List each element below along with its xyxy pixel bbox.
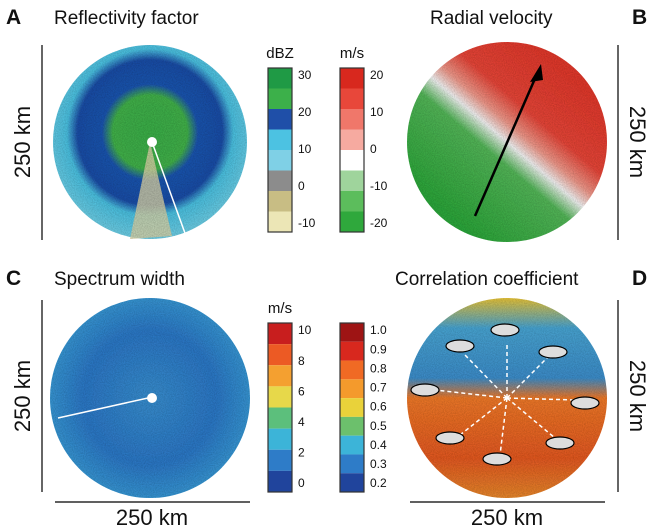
color-swatch — [340, 398, 364, 417]
figure: A Reflectivity factor 250 km B Radial ve… — [0, 0, 657, 529]
color-swatch — [268, 130, 292, 151]
color-swatch — [268, 191, 292, 212]
color-swatch — [340, 361, 364, 380]
panel-letter: D — [632, 267, 647, 290]
colorbar-tick-label: 0.4 — [370, 438, 387, 452]
color-swatch — [268, 89, 292, 110]
color-swatch — [268, 150, 292, 171]
colorbar-unit: m/s — [340, 45, 364, 62]
panel-title: Correlation coefficient — [395, 269, 579, 290]
color-swatch — [268, 212, 292, 233]
scale-label: 250 km — [10, 106, 35, 178]
colorbar-tick-label: 10 — [298, 323, 312, 337]
panel-title: Reflectivity factor — [54, 8, 199, 29]
color-swatch — [268, 171, 292, 192]
color-swatch — [268, 471, 292, 492]
color-swatch — [340, 191, 364, 212]
color-swatch — [340, 89, 364, 110]
color-swatch — [340, 212, 364, 233]
color-swatch — [340, 454, 364, 473]
colorbar-tick-label: 20 — [298, 105, 312, 119]
colorbar-tick-label: 0 — [370, 142, 377, 156]
colorbar-tick-label: 1.0 — [370, 323, 387, 337]
color-swatch — [340, 342, 364, 361]
panel-letter: B — [632, 6, 647, 29]
panel-letter: C — [6, 267, 21, 290]
scale-label: 250 km — [625, 360, 650, 432]
color-swatch — [268, 323, 292, 344]
colorbar-tick-label: 0 — [298, 476, 305, 490]
colorbar-tick-label: 0.9 — [370, 342, 387, 356]
color-swatch — [268, 365, 292, 386]
colorbar-tick-label: 0.6 — [370, 400, 387, 414]
colorbar-tick-label: 8 — [298, 354, 305, 368]
color-swatch — [340, 171, 364, 192]
color-swatch — [340, 323, 364, 342]
color-swatch — [268, 408, 292, 429]
scale-label: 250 km — [116, 505, 188, 529]
colorbar-tick-label: 30 — [298, 68, 312, 82]
scale-label: 250 km — [10, 360, 35, 432]
color-swatch — [268, 344, 292, 365]
panel-letter: A — [6, 6, 21, 29]
scale-label: 250 km — [625, 106, 650, 178]
color-swatch — [340, 417, 364, 436]
color-swatch — [340, 436, 364, 455]
colorbar-tick-label: 20 — [370, 68, 384, 82]
color-swatch — [340, 379, 364, 398]
colorbar-tick-label: -10 — [298, 216, 316, 230]
colorbar-tick-label: 0.3 — [370, 457, 387, 471]
colorbar-unit: m/s — [268, 300, 292, 317]
colorbar-tick-label: 6 — [298, 384, 305, 398]
color-swatch — [268, 450, 292, 471]
color-swatch — [268, 429, 292, 450]
colorbar-tick-label: -10 — [370, 179, 388, 193]
colorbar-tick-label: -20 — [370, 216, 388, 230]
color-swatch — [268, 386, 292, 407]
scale-label: 250 km — [471, 505, 543, 529]
colorbar-tick-label: 0 — [298, 179, 305, 193]
color-swatch — [268, 109, 292, 130]
colorbar-tick-label: 4 — [298, 415, 305, 429]
color-swatch — [340, 130, 364, 151]
colorbar-tick-label: 10 — [298, 142, 312, 156]
panel-title: Spectrum width — [54, 269, 185, 290]
colorbar-unit: dBZ — [266, 45, 294, 62]
panel-title: Radial velocity — [430, 8, 553, 29]
color-swatch — [340, 150, 364, 171]
colorbar-tick-label: 0.2 — [370, 476, 387, 490]
color-swatch — [340, 473, 364, 492]
colorbar-tick-label: 0.5 — [370, 419, 387, 433]
radar-site — [147, 393, 157, 403]
colorbar-tick-label: 2 — [298, 446, 305, 460]
color-swatch — [268, 68, 292, 89]
color-swatch — [340, 68, 364, 89]
color-swatch — [340, 109, 364, 130]
colorbar-tick-label: 10 — [370, 105, 384, 119]
colorbar-tick-label: 0.7 — [370, 381, 387, 395]
colorbar-tick-label: 0.8 — [370, 361, 387, 375]
